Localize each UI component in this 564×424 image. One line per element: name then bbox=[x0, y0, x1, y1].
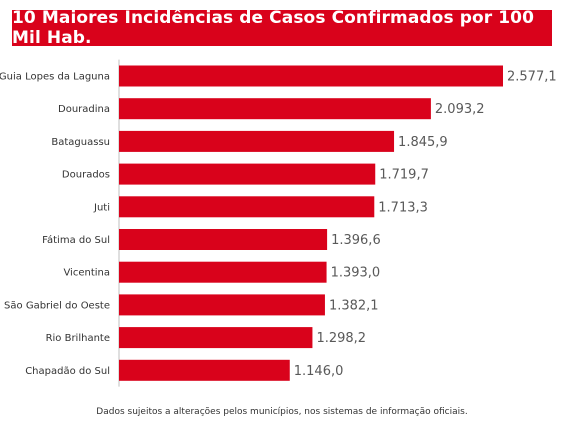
bar-4 bbox=[119, 196, 375, 218]
value-label-2: 1.845,9 bbox=[398, 135, 448, 150]
value-label-1: 2.093,2 bbox=[435, 102, 485, 117]
bar-1 bbox=[119, 98, 431, 120]
bar-9 bbox=[119, 359, 290, 381]
bar-7 bbox=[119, 294, 325, 316]
category-label-6: Vicentina bbox=[63, 268, 110, 279]
category-label-1: Douradina bbox=[58, 104, 110, 115]
value-label-3: 1.719,7 bbox=[379, 168, 429, 183]
footnote: Dados sujeitos a alterações pelos municí… bbox=[96, 407, 468, 417]
category-label-2: Bataguassu bbox=[51, 137, 110, 148]
category-label-4: Juti bbox=[93, 202, 110, 213]
value-label-7: 1.382,1 bbox=[329, 298, 379, 313]
bar-8 bbox=[119, 327, 313, 349]
category-label-0: Guia Lopes da Laguna bbox=[0, 72, 110, 83]
category-label-5: Fátima do Sul bbox=[42, 234, 110, 246]
bar-0 bbox=[119, 65, 503, 87]
category-label-9: Chapadão do Sul bbox=[25, 366, 110, 377]
value-label-4: 1.713,3 bbox=[378, 200, 428, 215]
value-label-9: 1.146,0 bbox=[294, 364, 344, 379]
bar-chart: Guia Lopes da Laguna Douradina Bataguassu D… bbox=[0, 59, 557, 387]
bar-3 bbox=[119, 163, 376, 185]
value-label-5: 1.396,6 bbox=[331, 233, 381, 248]
category-label-3: Dourados bbox=[62, 170, 110, 181]
value-label-6: 1.393,0 bbox=[331, 266, 381, 281]
value-label-0: 2.577,1 bbox=[507, 70, 557, 85]
value-label-8: 1.298,2 bbox=[316, 331, 366, 346]
category-label-8: Rio Brilhante bbox=[46, 333, 110, 344]
bar-2 bbox=[119, 130, 395, 152]
category-label-7: São Gabriel do Oeste bbox=[4, 300, 110, 311]
bar-5 bbox=[119, 229, 328, 250]
chart-title: 10 Maiores Incidências de Casos Confirma… bbox=[12, 8, 552, 48]
bar-6 bbox=[119, 261, 327, 283]
